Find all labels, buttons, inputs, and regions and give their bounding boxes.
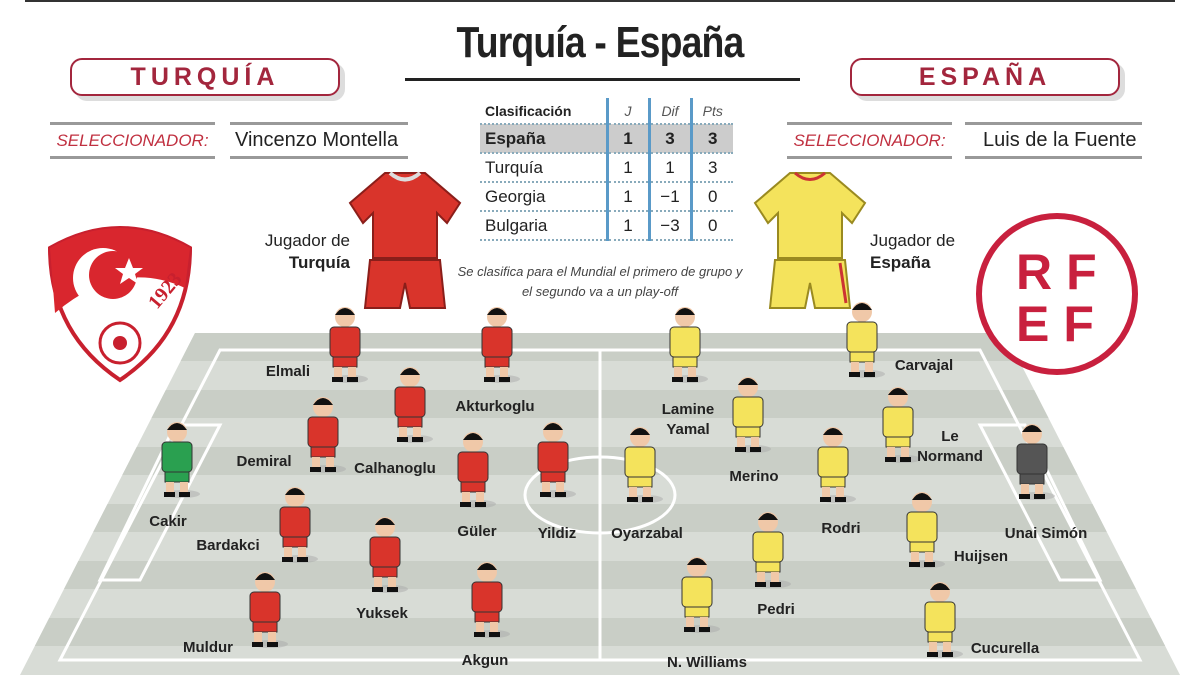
played: 1: [605, 211, 649, 241]
away-kit-caption: Jugador de España: [870, 230, 980, 274]
spain-kit-icon: [753, 171, 867, 309]
rfef-crest-letters: RFEF: [1016, 244, 1111, 352]
player-name: Pedri: [757, 601, 795, 618]
player-figure: [839, 300, 885, 380]
turkey-crest-logo: 1923: [47, 226, 193, 383]
kit-caption-team: Turquía: [288, 253, 350, 272]
team: Turquía: [480, 153, 607, 183]
top-rule: [25, 0, 1175, 2]
standings-note: Se clasifica para el Mundial el primero …: [457, 264, 743, 299]
diff: −1: [647, 182, 691, 212]
player-name: Oyarzabal: [611, 525, 683, 542]
header-points: Pts: [689, 98, 733, 125]
points: 3: [689, 153, 733, 183]
player-figure: [474, 305, 520, 385]
player-figure: [387, 365, 433, 445]
kit-caption-line: Jugador de: [870, 231, 956, 250]
player-figure: [242, 570, 288, 650]
diff: 3: [647, 124, 691, 154]
kit-caption-line: Jugador de: [264, 231, 350, 250]
player-figure: [745, 510, 791, 590]
player-figure: [450, 430, 496, 510]
title-underline: [405, 78, 800, 81]
kit-caption-team: España: [870, 253, 931, 272]
turkey-kit-icon: [348, 171, 462, 309]
standings-row: Georgia 1 −1 0: [480, 182, 733, 212]
player-name: Merino: [729, 468, 779, 485]
page-title: Turquía - España: [456, 18, 744, 67]
points: 0: [689, 211, 733, 241]
player-figure: [464, 560, 510, 640]
played: 1: [605, 182, 649, 212]
played: 1: [605, 153, 649, 183]
standings-header: Clasificación J Dif Pts: [480, 98, 733, 125]
standings-row: Turquía 1 1 3: [480, 153, 733, 183]
player-figure: [322, 305, 368, 385]
away-coach: Luis de la Fuente: [965, 122, 1142, 159]
player-figure: [725, 375, 771, 455]
player-name: Le Normand: [917, 428, 983, 465]
player-name: Akturkoglu: [455, 398, 535, 415]
player-figure: [875, 385, 921, 465]
player-figure: [899, 490, 945, 570]
played: 1: [605, 124, 649, 154]
player-figure: [272, 485, 318, 565]
player-name: Akgun: [461, 652, 509, 669]
player-name: Demiral: [236, 453, 292, 470]
player-name: Güler: [457, 523, 497, 540]
player-name: Yildiz: [537, 525, 577, 542]
rfef-crest-logo: [976, 213, 1138, 375]
player-figure: [617, 425, 663, 505]
team: España: [480, 124, 607, 154]
player-name: Huijsen: [953, 548, 1009, 565]
player-figure: [530, 420, 576, 500]
player-name: Bardakci: [196, 537, 260, 554]
diff: −3: [647, 211, 691, 241]
header-played: J: [605, 98, 649, 125]
player-name: Lamine Yamal: [661, 401, 715, 438]
header-team: Clasificación: [480, 98, 607, 125]
player-name: Muldur: [183, 639, 233, 656]
player-name: Yuksek: [356, 605, 408, 622]
player-name: N. Williams: [667, 654, 747, 671]
player-name: Carvajal: [894, 357, 954, 374]
team: Bulgaria: [480, 211, 607, 241]
player-name: Cakir: [149, 513, 187, 530]
away-coach-label: SELECCIONADOR:: [787, 122, 952, 159]
player-figure: [362, 515, 408, 595]
away-team-label: ESPAÑA: [850, 58, 1120, 96]
player-name: Calhanoglu: [354, 460, 436, 477]
player-figure: [674, 555, 720, 635]
points: 0: [689, 182, 733, 212]
home-kit-caption: Jugador de Turquía: [240, 230, 350, 274]
points: 3: [689, 124, 733, 154]
player-name: Unai Simón: [1004, 525, 1088, 542]
home-coach: Vincenzo Montella: [230, 122, 408, 159]
player-figure: [300, 395, 346, 475]
header-diff: Dif: [647, 98, 691, 125]
home-coach-label: SELECCIONADOR:: [50, 122, 215, 159]
player-figure: [154, 420, 200, 500]
home-team-label: TURQUÍA: [70, 58, 340, 96]
player-figure: [917, 580, 963, 660]
diff: 1: [647, 153, 691, 183]
player-name: Cucurella: [970, 640, 1040, 657]
team: Georgia: [480, 182, 607, 212]
standings-table: Clasificación J Dif Pts España 1 3 3 Turquí…: [480, 98, 733, 241]
player-figure: [1009, 422, 1055, 502]
standings-row: Bulgaria 1 −3 0: [480, 211, 733, 241]
standings-row: España 1 3 3: [480, 124, 733, 154]
player-figure: [810, 425, 856, 505]
player-name: Rodri: [821, 520, 861, 537]
player-figure: [662, 305, 708, 385]
player-name: Elmali: [265, 363, 311, 380]
